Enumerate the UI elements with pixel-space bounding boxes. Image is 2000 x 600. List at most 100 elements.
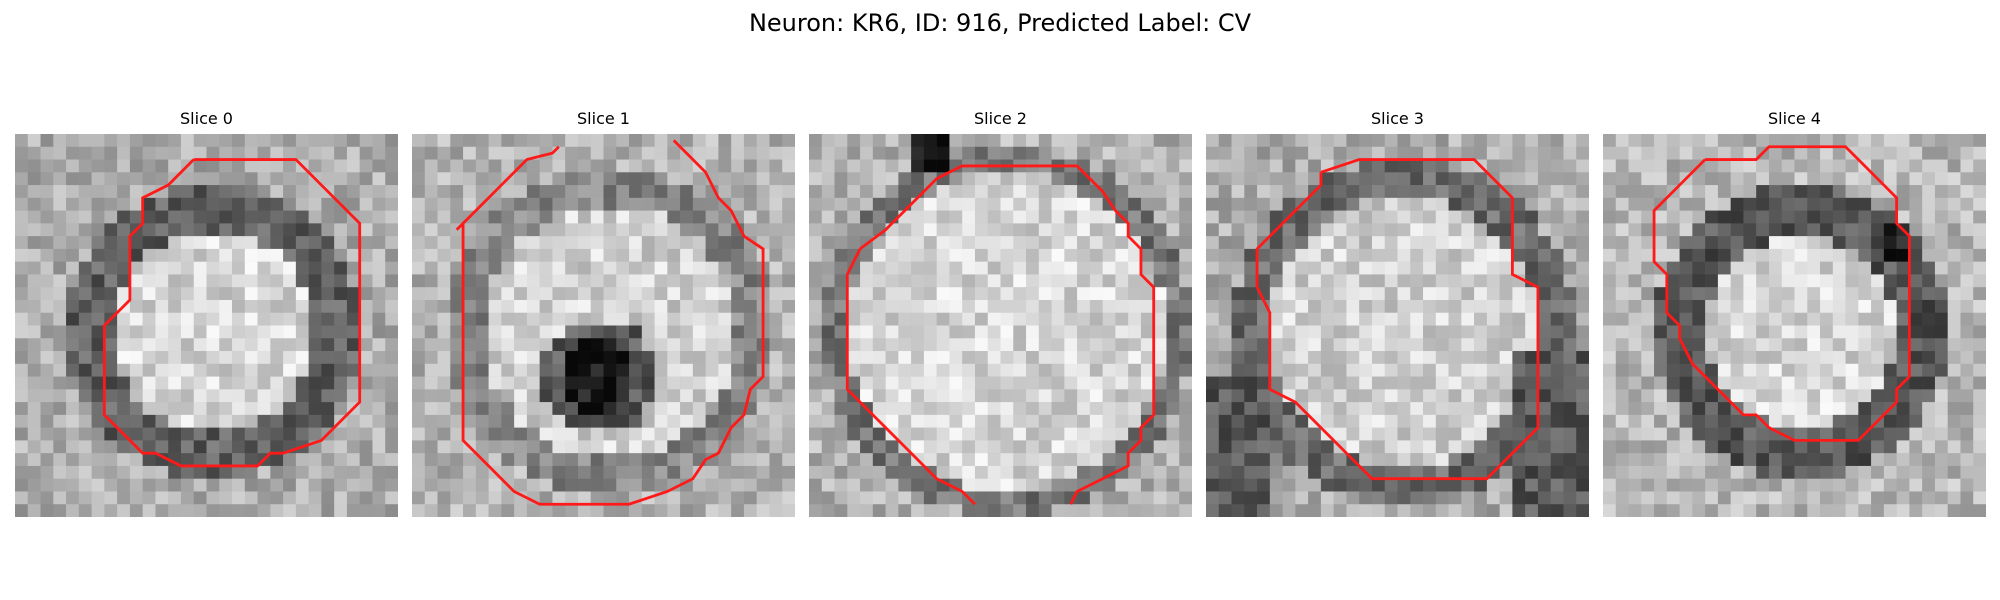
slice-pixel [1397,402,1411,416]
slice-pixel [1550,325,1564,339]
slice-pixel [821,465,835,479]
slice-pixel [1179,478,1192,492]
slice-pixel [860,185,874,199]
slice-pixel [629,236,643,250]
slice-pixel [731,351,745,365]
slice-pixel [821,248,835,262]
slice-pixel [1435,210,1449,224]
slice-pixel [1768,389,1782,403]
slice-pixel [359,491,373,505]
slice-pixel [616,223,630,237]
slice-pixel [1692,210,1706,224]
slice-pixel [1486,478,1500,492]
slice-pixel [1537,376,1551,390]
slice-pixel [962,299,976,313]
slice-pixel [962,274,976,288]
slice-pixel [1947,453,1961,467]
slice-pixel [219,478,233,492]
slice-pixel [1231,197,1245,211]
slice-pixel [1102,389,1116,403]
slice-pixel [270,351,284,365]
slice-pixel [1603,338,1617,352]
slice-pixel [1013,465,1027,479]
slice-pixel [1179,325,1192,339]
slice-pixel [962,134,976,148]
slice-pixel [1947,146,1961,160]
slice-pixel [911,427,925,441]
slice-pixel [78,274,92,288]
slice-pixel [168,312,182,326]
slice-pixel [616,210,630,224]
slice-pixel [1896,172,1910,186]
slice-pixel [463,414,477,428]
slice-pixel [1140,453,1154,467]
slice-pixel [834,248,848,262]
slice-pixel [1550,338,1564,352]
slice-pixel [667,274,681,288]
slice-pixel [1756,376,1770,390]
slice-pixel [308,185,322,199]
slice-pixel [1435,440,1449,454]
slice-pixel [1089,338,1103,352]
slice-pixel [1512,146,1526,160]
slice-pixel [898,389,912,403]
slice-pixel [1308,172,1322,186]
slice-pixel [1013,376,1027,390]
slice-pixel [27,402,41,416]
slice-pixel [1064,312,1078,326]
slice-pixel [1666,146,1680,160]
slice-pixel [142,325,156,339]
slice-pixel [1628,504,1642,517]
slice-pixel [1077,363,1091,377]
slice-pixel [860,261,874,275]
slice-pixel [232,491,246,505]
slice-pixel [1051,299,1065,313]
slice-pixel [987,453,1001,467]
slice-pixel [1320,389,1334,403]
slice-pixel [1858,261,1872,275]
slice-pixel [78,351,92,365]
slice-pixel [847,491,861,505]
slice-pixel [962,325,976,339]
slice-pixel [1206,299,1220,313]
slice-pixel [1960,223,1974,237]
slice-pixel [437,274,451,288]
slice-pixel [1448,402,1462,416]
slice-pixel [1423,376,1437,390]
slice-pixel [1781,146,1795,160]
slice-pixel [1140,287,1154,301]
slice-pixel [718,223,732,237]
slice-pixel [1909,172,1923,186]
slice-pixel [27,389,41,403]
slice-pixel [603,376,617,390]
slice-pixel [1435,351,1449,365]
slice-pixel [1435,172,1449,186]
slice-pixel [334,338,348,352]
slice-pixel [565,223,579,237]
slice-pixel [104,491,118,505]
slice-pixel [1282,376,1296,390]
slice-pixel [654,363,668,377]
slice-pixel [1115,274,1129,288]
slice-pixel [1832,146,1846,160]
slice-pixel [1153,427,1167,441]
slice-pixel [1832,440,1846,454]
slice-pixel [244,440,258,454]
slice-pixel [847,134,861,148]
slice-pixel [514,146,528,160]
slice-pixel [1384,210,1398,224]
slice-pixel [1947,274,1961,288]
slice-pixel [295,389,309,403]
slice-pixel [1026,325,1040,339]
slice-pixel [1705,465,1719,479]
slice-pixel [193,223,207,237]
slice-pixel [1128,146,1142,160]
slice-pixel [488,325,502,339]
slice-pixel [731,478,745,492]
slice-pixel [295,146,309,160]
slice-pixel [603,210,617,224]
slice-pixel [1346,312,1360,326]
slice-pixel [53,172,67,186]
slice-pixel [1474,351,1488,365]
slice-pixel [654,248,668,262]
